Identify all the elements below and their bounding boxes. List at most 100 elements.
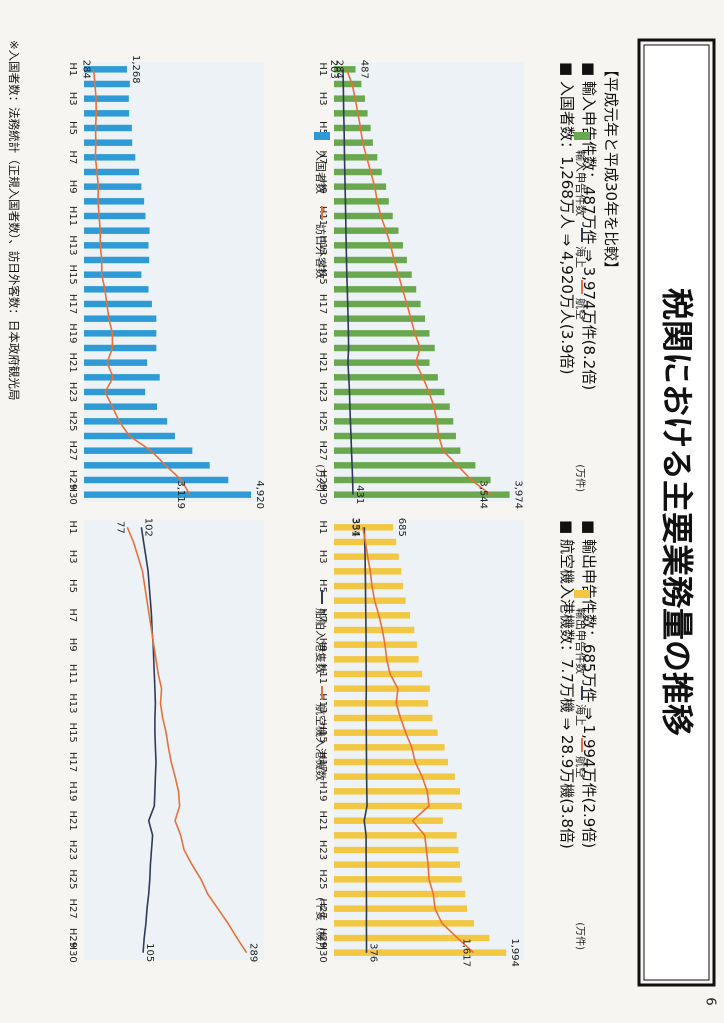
bar xyxy=(334,582,404,590)
title-frame xyxy=(637,38,716,987)
x-tick-label: H1 xyxy=(67,62,78,76)
bar xyxy=(83,110,130,117)
bar xyxy=(334,861,461,868)
series-line xyxy=(362,527,475,954)
unit-label: (万件) xyxy=(574,922,586,950)
data-label: 105 xyxy=(144,943,155,962)
x-tick-label: H19 xyxy=(67,781,78,801)
summary-heading: 【平成元年と平成30年を比較】 xyxy=(602,62,620,276)
x-tick-label: H7 xyxy=(317,608,328,622)
x-tick-label: H25 xyxy=(317,411,328,431)
bar xyxy=(334,597,406,604)
legend-label: 海上 xyxy=(574,704,588,726)
x-tick-label: H9 xyxy=(317,180,328,194)
bar xyxy=(334,227,399,234)
data-label: 1,617 xyxy=(461,938,472,967)
x-tick-label: H1 xyxy=(317,520,328,534)
page-title: 税関における主要業務量の推移 xyxy=(658,288,696,736)
summary-line-arrivals: ■ 入国者数：1,268万人 ⇒ 4,920万人(3.9倍) xyxy=(558,62,576,375)
bar xyxy=(83,344,157,352)
series-line xyxy=(363,527,368,953)
bar xyxy=(84,95,129,102)
bar xyxy=(84,139,133,146)
x-tick-label: H3 xyxy=(67,92,78,106)
x-tick-label: H25 xyxy=(317,869,328,889)
bar xyxy=(83,66,128,73)
series-line xyxy=(92,69,191,496)
x-tick-label: H30 xyxy=(317,485,328,505)
data-label: 685 xyxy=(396,518,407,537)
bar xyxy=(334,403,450,410)
bar xyxy=(334,491,510,498)
bar xyxy=(334,271,412,278)
x-tick-label: H21 xyxy=(67,811,78,831)
data-label: 284 xyxy=(334,60,345,79)
x-tick-label: H7 xyxy=(67,150,78,164)
data-label: 102 xyxy=(142,518,153,537)
x-tick-label: H29 xyxy=(317,470,328,490)
x-tick-label: H5 xyxy=(317,579,328,593)
bar xyxy=(334,670,423,678)
bar xyxy=(333,626,415,634)
x-tick-label: H19 xyxy=(317,323,328,343)
bar xyxy=(83,403,158,410)
data-label: 284 xyxy=(81,60,92,79)
bar xyxy=(334,612,410,619)
bar xyxy=(334,462,476,469)
bar xyxy=(334,315,426,322)
bar xyxy=(334,846,459,854)
bar xyxy=(334,568,402,575)
bar xyxy=(334,374,438,381)
x-tick-label: H15 xyxy=(67,723,78,743)
data-label: 1,268 xyxy=(130,55,141,84)
x-tick-label: H25 xyxy=(67,411,78,431)
x-tick-label: H7 xyxy=(67,608,78,622)
x-tick-label: H11 xyxy=(317,664,328,684)
page-number: 6 xyxy=(702,997,718,1006)
bar xyxy=(334,553,399,560)
bar xyxy=(333,744,445,751)
unit-label: (千隻（機）) xyxy=(314,897,327,950)
x-tick-label: H29 xyxy=(67,470,78,490)
bar xyxy=(334,66,356,73)
legend-label: 輸入申告件数 xyxy=(574,150,588,216)
charts-area: 輸入申告件数海上航空(万件)H1H3H5H7H9H11H13H15H17H19H… xyxy=(67,55,590,967)
x-tick-label: H29 xyxy=(317,928,328,948)
bar xyxy=(334,432,456,440)
bar xyxy=(334,212,393,220)
source-note: ※入国者数：法務統計（正規入国者数）、訪日外客数：日本政府観光局 xyxy=(7,40,21,400)
x-tick-label: H13 xyxy=(67,235,78,255)
data-label: 77 xyxy=(114,521,125,534)
bar xyxy=(334,447,461,454)
unit-label: (万人) xyxy=(314,464,326,492)
x-tick-label: H27 xyxy=(67,899,78,919)
x-tick-label: H3 xyxy=(317,550,328,564)
bar xyxy=(83,418,168,425)
x-tick-label: H27 xyxy=(317,441,328,461)
legend-swatch xyxy=(314,132,330,140)
bar xyxy=(334,359,430,366)
data-label: 334 xyxy=(350,518,361,537)
bar xyxy=(333,110,368,117)
legend-label: 海上 xyxy=(574,246,588,268)
bar xyxy=(334,256,407,264)
unit-label: (万件) xyxy=(574,464,586,492)
bar xyxy=(84,183,142,190)
x-tick-label: H11 xyxy=(67,664,78,684)
x-tick-label: H23 xyxy=(67,840,78,860)
series-line xyxy=(126,526,248,954)
data-label: 351 xyxy=(349,518,360,537)
bar xyxy=(334,773,455,780)
x-tick-label: H5 xyxy=(317,121,328,135)
x-tick-label: H5 xyxy=(67,121,78,135)
bar xyxy=(333,300,421,308)
bar xyxy=(84,242,149,249)
bar xyxy=(333,168,382,176)
x-tick-label: H13 xyxy=(317,235,328,255)
bar xyxy=(334,139,373,146)
summary-line-export: ■ 輸出申告件数：685万件 ⇒ 1,994万件(2.9倍) xyxy=(580,520,598,848)
x-tick-label: H3 xyxy=(67,550,78,564)
